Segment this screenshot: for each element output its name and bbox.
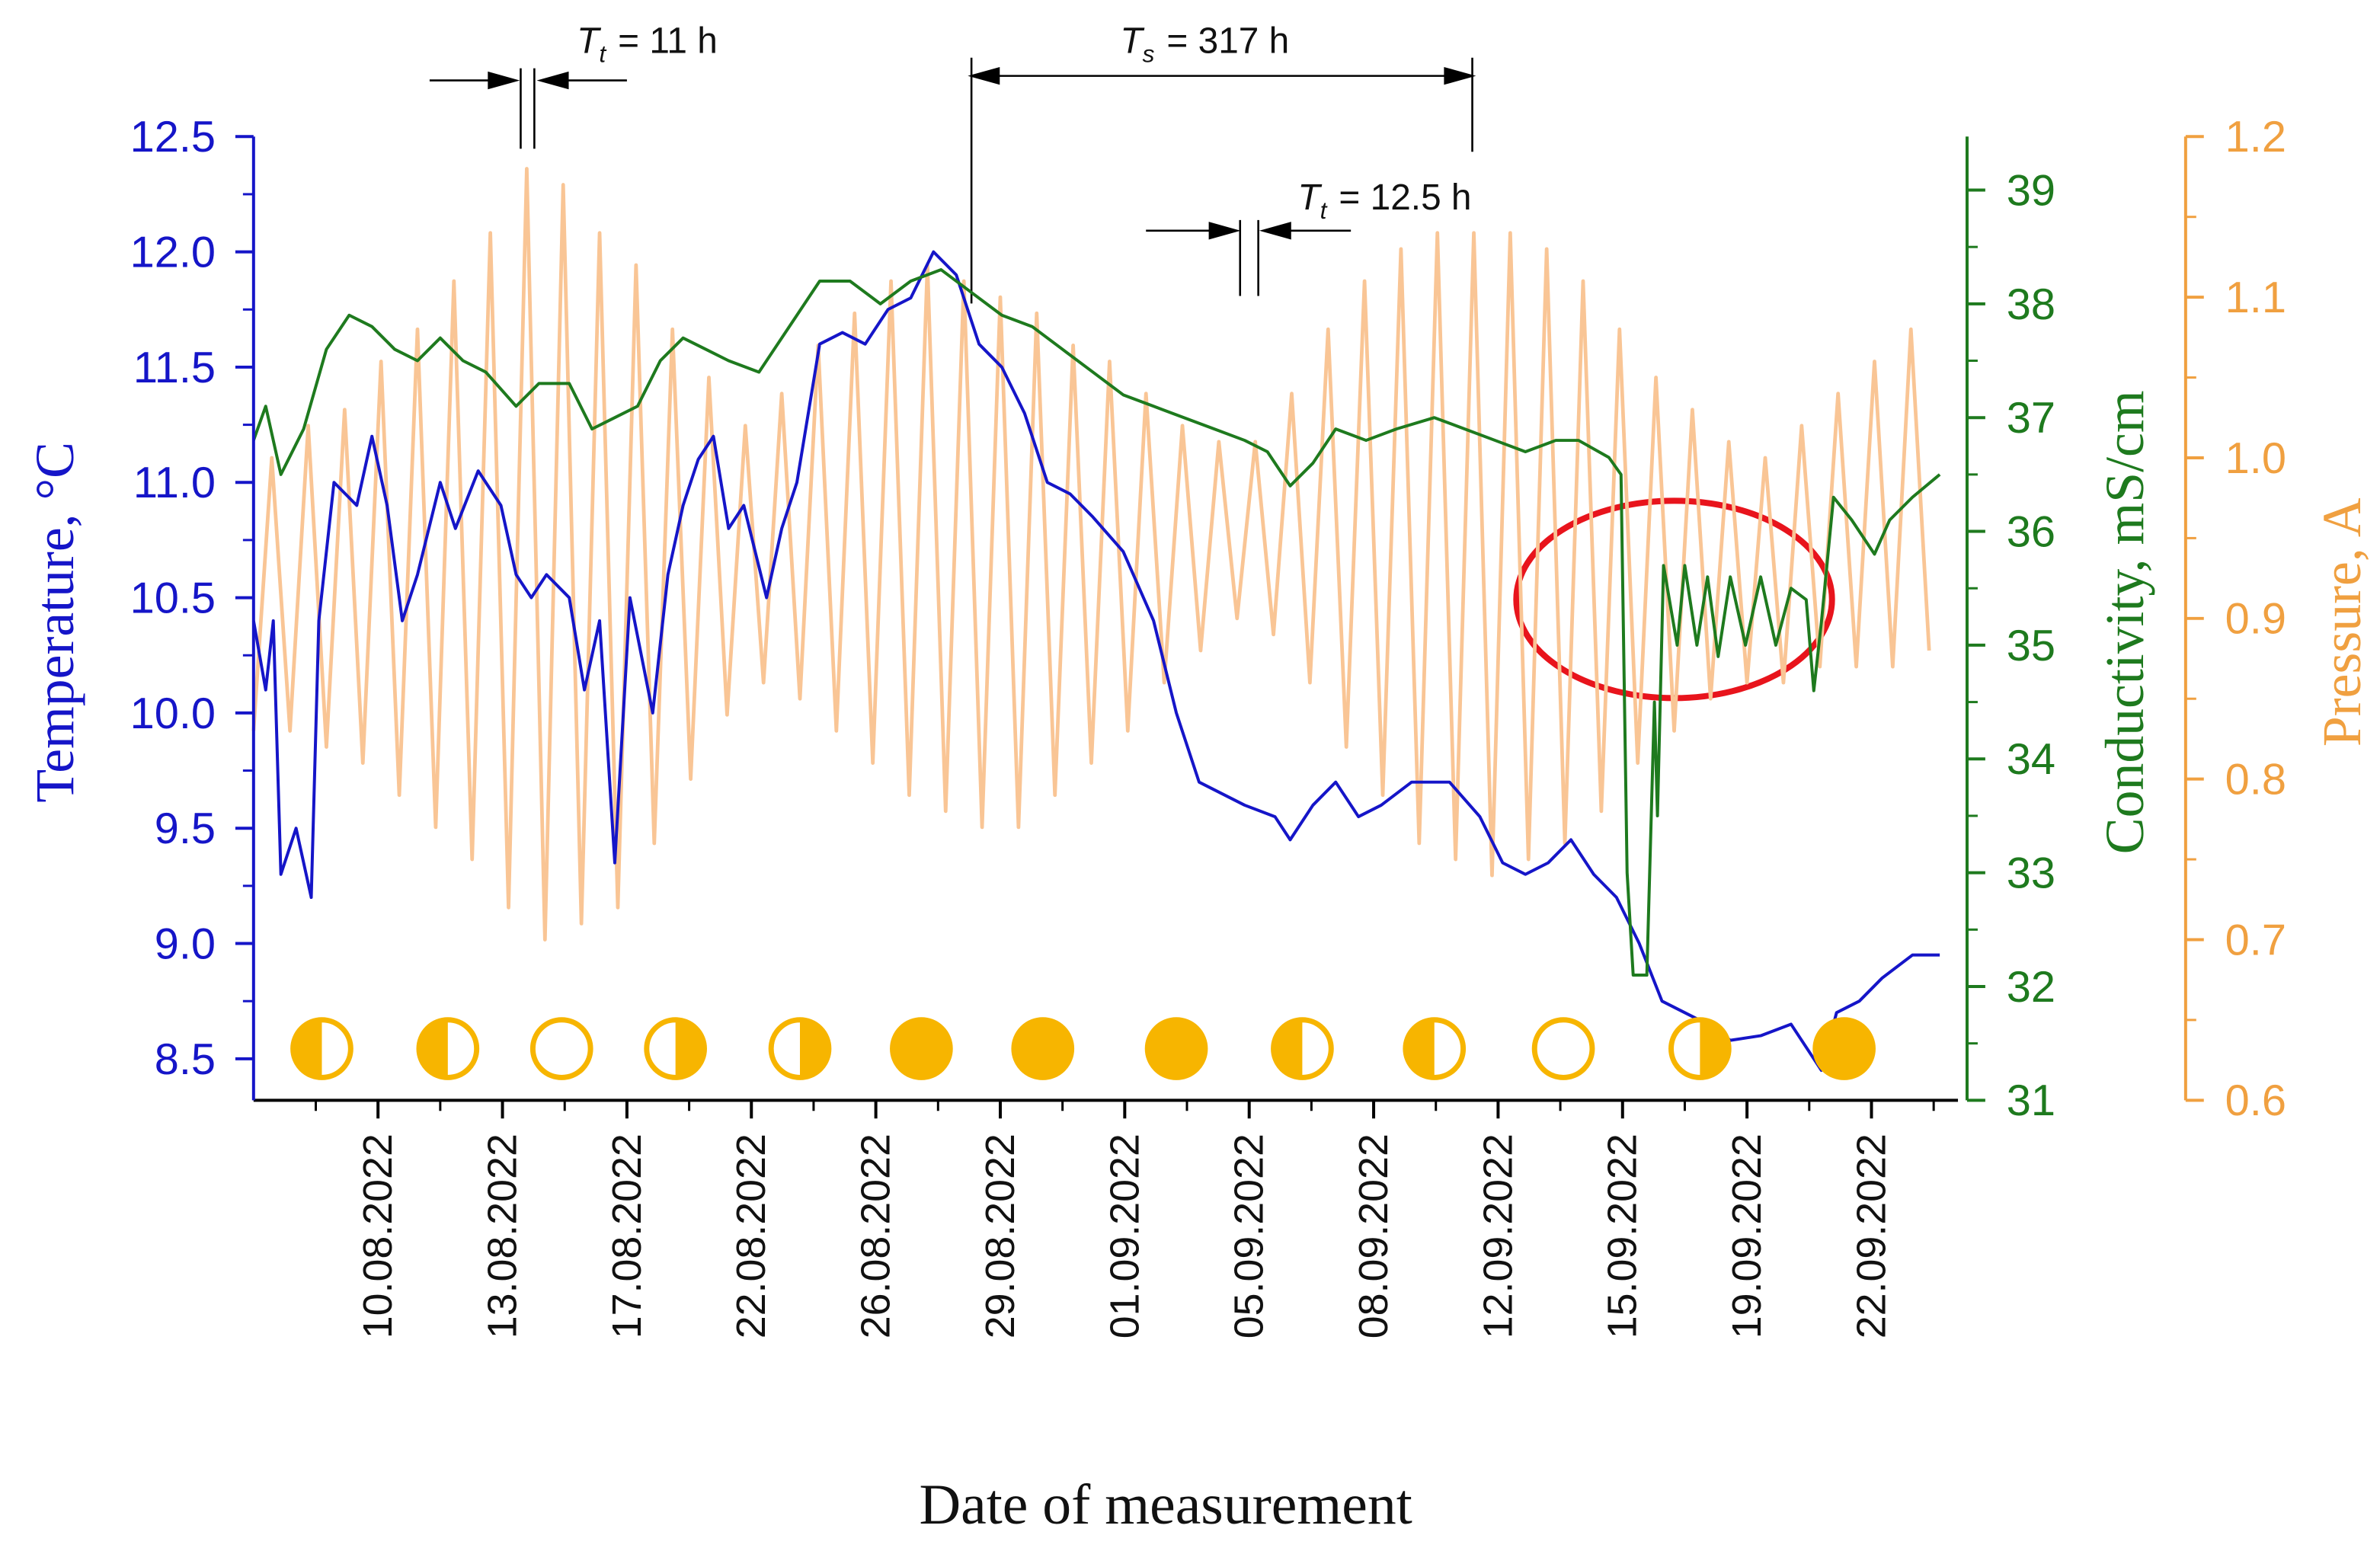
- y-tick-label: 9.5: [155, 804, 216, 853]
- x-tick-label: 26.08.2022: [853, 1134, 899, 1338]
- y-tick-label: 12.5: [130, 113, 216, 161]
- series-line: [251, 167, 1931, 942]
- y2-axis-title: Conductivity, mS/cm: [2094, 390, 2155, 854]
- annotation-symbol: T: [1120, 21, 1145, 62]
- y3-tick-label: 0.7: [2225, 916, 2286, 964]
- x-tick-label: 15.09.2022: [1600, 1134, 1646, 1338]
- annotation-text: = 11 h: [618, 21, 718, 62]
- x-tick-label: 17.08.2022: [604, 1134, 650, 1338]
- moon-phase-icon: [416, 1017, 480, 1080]
- x-tick-label: 19.09.2022: [1724, 1134, 1770, 1338]
- y-tick-label: 8.5: [155, 1035, 216, 1084]
- y2-tick-label: 33: [2007, 849, 2055, 898]
- moon-fill: [418, 1019, 448, 1078]
- annotation-subscript: t: [1320, 197, 1328, 224]
- moon-phase-icon: [1144, 1017, 1208, 1080]
- y2-tick-label: 35: [2007, 622, 2055, 670]
- moon-outline: [1144, 1017, 1208, 1080]
- annotation: Ts = 317 h: [1120, 21, 1289, 68]
- annotation-subscript: t: [599, 40, 606, 68]
- moon-fill: [800, 1019, 829, 1078]
- annotation-arrows: [429, 57, 1476, 304]
- moon-fill: [1405, 1019, 1435, 1078]
- x-tick-label: 22.09.2022: [1848, 1134, 1894, 1338]
- moon-phase-icon: [1271, 1017, 1334, 1080]
- x-tick-label: 12.09.2022: [1475, 1134, 1521, 1338]
- x-tick-label: 22.08.2022: [728, 1134, 774, 1338]
- moon-fill: [675, 1019, 705, 1078]
- y3-tick-label: 0.6: [2225, 1076, 2286, 1125]
- moon-phase-icon: [890, 1017, 953, 1080]
- x-tick-label: 29.08.2022: [977, 1134, 1023, 1338]
- moon-outline: [1812, 1017, 1876, 1080]
- annotation: Tt = 11 h: [577, 21, 718, 68]
- series-line: [251, 268, 1941, 977]
- moon-phase-icon: [644, 1017, 707, 1080]
- x-tick-label: 08.09.2022: [1351, 1134, 1396, 1338]
- x-tick-label: 10.08.2022: [355, 1134, 401, 1338]
- y3-tick-label: 1.1: [2225, 273, 2286, 322]
- y-axis-title: Temperature, °C: [24, 442, 85, 803]
- annotation-subscript: s: [1143, 40, 1155, 68]
- y3-tick-label: 0.8: [2225, 756, 2286, 804]
- moon-phase-icon: [529, 1017, 593, 1080]
- annotation-text: = 317 h: [1166, 21, 1289, 62]
- series-line: [251, 250, 1940, 1072]
- y2-tick-label: 31: [2007, 1076, 2055, 1125]
- y-tick-label: 9.0: [155, 919, 216, 968]
- moon-outline: [890, 1017, 953, 1080]
- moon-fill: [293, 1019, 322, 1078]
- x-tick-label: 13.08.2022: [479, 1134, 525, 1338]
- moon-phase-icon: [290, 1017, 353, 1080]
- annotation-symbol: T: [1297, 177, 1323, 218]
- moon-phase-icon: [1011, 1017, 1075, 1080]
- annotation: Tt = 12.5 h: [1297, 177, 1471, 224]
- moon-phase-icon: [1531, 1017, 1595, 1080]
- moon-outline: [1011, 1017, 1075, 1080]
- moon-phase-icon: [1403, 1017, 1467, 1080]
- moon-outline: [529, 1017, 593, 1080]
- y2-tick-label: 32: [2007, 963, 2055, 1012]
- y2-tick-label: 38: [2007, 280, 2055, 329]
- moon-phase-icon: [1668, 1017, 1732, 1080]
- y2-tick-label: 39: [2007, 166, 2055, 215]
- y-tick-label: 10.0: [130, 689, 216, 738]
- annotation-text: = 12.5 h: [1339, 177, 1471, 218]
- moon-fill: [1273, 1019, 1303, 1078]
- moon-fill: [1700, 1019, 1729, 1078]
- y2-tick-label: 34: [2007, 735, 2055, 784]
- y-tick-label: 11.5: [133, 344, 216, 392]
- y3-tick-label: 0.9: [2225, 595, 2286, 644]
- annotation-symbol: T: [577, 21, 602, 62]
- y-tick-label: 10.5: [130, 574, 216, 622]
- moon-phase-icon: [1812, 1017, 1876, 1080]
- y2-tick-label: 37: [2007, 394, 2055, 443]
- moon-phase-icon: [768, 1017, 832, 1080]
- x-tick-label: 01.09.2022: [1102, 1134, 1147, 1338]
- y3-tick-label: 1.0: [2225, 434, 2286, 483]
- y3-tick-label: 1.2: [2225, 113, 2286, 161]
- x-tick-label: 05.09.2022: [1227, 1134, 1272, 1338]
- x-axis-title: Date of measurement: [919, 1473, 1412, 1537]
- y-tick-label: 11.0: [133, 459, 216, 507]
- y2-tick-label: 36: [2007, 507, 2055, 556]
- y3-axis-title: Pressure, A: [2311, 497, 2372, 747]
- moon-outline: [1531, 1017, 1595, 1080]
- y-tick-label: 12.0: [130, 229, 216, 277]
